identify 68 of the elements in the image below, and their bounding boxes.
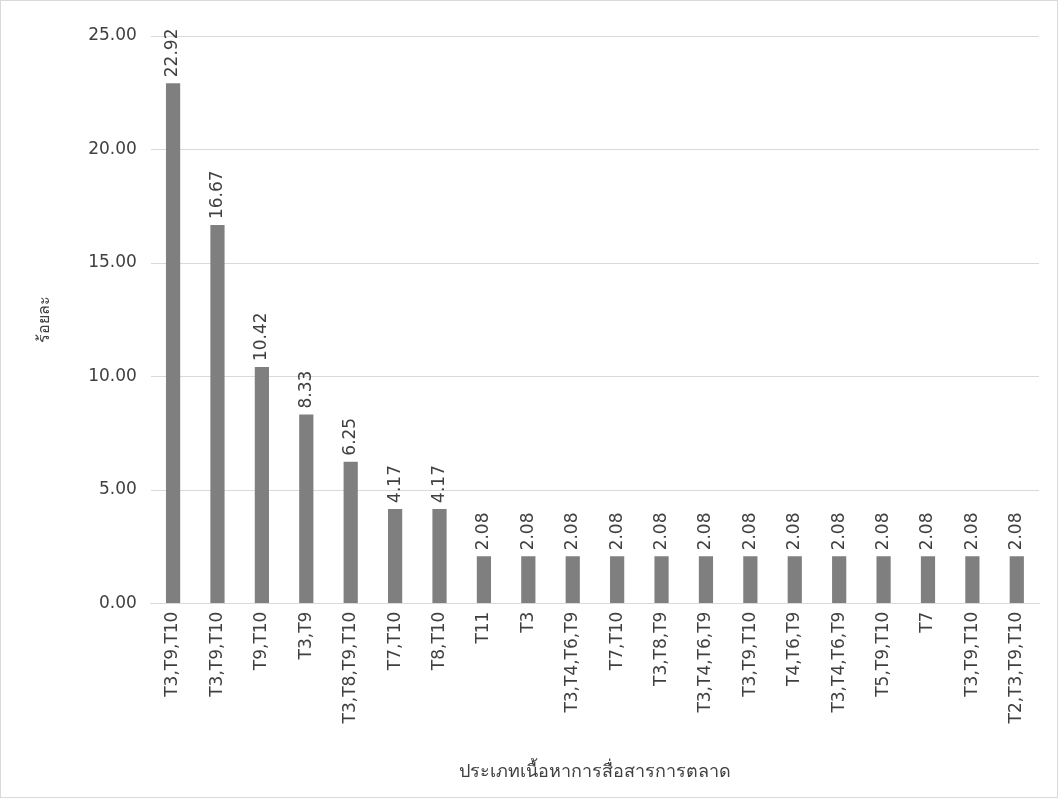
data-label: 2.08 <box>694 512 715 551</box>
data-label: 2.08 <box>605 512 626 551</box>
bar <box>432 508 447 604</box>
bar <box>787 556 802 604</box>
data-label: 2.08 <box>561 512 582 551</box>
data-label: 2.08 <box>827 512 848 551</box>
x-tick-label: T7 <box>916 611 937 634</box>
y-tick-label: 20.00 <box>88 137 137 158</box>
x-tick-label: T7,T10 <box>605 611 626 672</box>
x-tick-label: T11 <box>472 611 493 645</box>
data-label: 2.08 <box>916 512 937 551</box>
x-tick-label: T5,T9,T10 <box>872 611 892 698</box>
data-label: 16.67 <box>205 170 226 220</box>
bar <box>654 556 669 604</box>
y-tick-label: 15.00 <box>88 251 137 272</box>
bar <box>965 556 980 604</box>
bar <box>476 556 492 604</box>
x-tick-label: T2,T3,T9,T10 <box>1005 611 1026 725</box>
y-tick-label: 5.00 <box>99 478 137 499</box>
y-tick-label: 10.00 <box>88 364 137 385</box>
y-axis-title: ร้อยละ <box>33 296 53 344</box>
bar <box>876 556 891 604</box>
x-tick-label: T7,T10 <box>383 611 404 672</box>
bar <box>610 556 625 604</box>
bar <box>388 508 403 604</box>
x-tick-label: T3,T9,T10 <box>161 611 182 698</box>
x-tick-label: T3,T9 <box>294 611 315 661</box>
x-tick-label: T3 <box>516 611 537 634</box>
x-tick-label: T3,T4,T6,T9 <box>694 611 715 714</box>
bar <box>743 556 758 604</box>
x-tick-label: T9,T10 <box>250 611 271 672</box>
data-label: 2.08 <box>472 512 493 551</box>
data-label: 2.08 <box>1005 512 1026 551</box>
bar <box>521 556 536 604</box>
bar <box>254 367 269 604</box>
data-label: 2.08 <box>783 512 804 551</box>
data-label: 22.92 <box>161 28 182 78</box>
x-tick-label: T4,T6,T9 <box>783 611 804 687</box>
bar <box>343 461 358 604</box>
data-label: 8.33 <box>294 370 315 409</box>
x-tick-label: T3,T8,T9,T10 <box>339 611 360 725</box>
x-tick-label: T3,T4,T6,T9 <box>561 611 582 714</box>
data-label: 10.42 <box>250 312 271 362</box>
y-tick-label: 25.00 <box>88 24 137 45</box>
x-tick-label: T3,T4,T6,T9 <box>827 611 848 714</box>
data-label: 4.17 <box>383 465 404 503</box>
x-axis-title: ประเภทเนื้อหาการสื่อสารการตลาด <box>458 757 731 781</box>
x-tick-label: T3,T9,T10 <box>205 611 226 698</box>
bar <box>299 414 314 604</box>
x-tick-label: T3,T8,T9 <box>649 611 670 687</box>
data-label: 2.08 <box>960 512 981 551</box>
data-label: 4.17 <box>427 465 448 503</box>
bar <box>920 556 936 604</box>
data-label: 6.25 <box>339 417 360 456</box>
data-label: 2.08 <box>872 512 892 551</box>
bar <box>832 556 847 604</box>
data-label: 2.08 <box>516 512 537 551</box>
data-label: 2.08 <box>649 512 670 551</box>
y-tick-label: 0.00 <box>99 591 137 612</box>
bar <box>165 83 181 604</box>
x-tick-label: T3,T9,T10 <box>960 611 981 698</box>
bar <box>1009 556 1024 604</box>
bar <box>210 225 225 604</box>
x-tick-label: T8,T10 <box>427 611 448 672</box>
bar <box>565 556 580 604</box>
x-tick-label: T3,T9,T10 <box>738 611 759 698</box>
bar <box>698 556 714 604</box>
data-label: 2.08 <box>738 512 759 551</box>
